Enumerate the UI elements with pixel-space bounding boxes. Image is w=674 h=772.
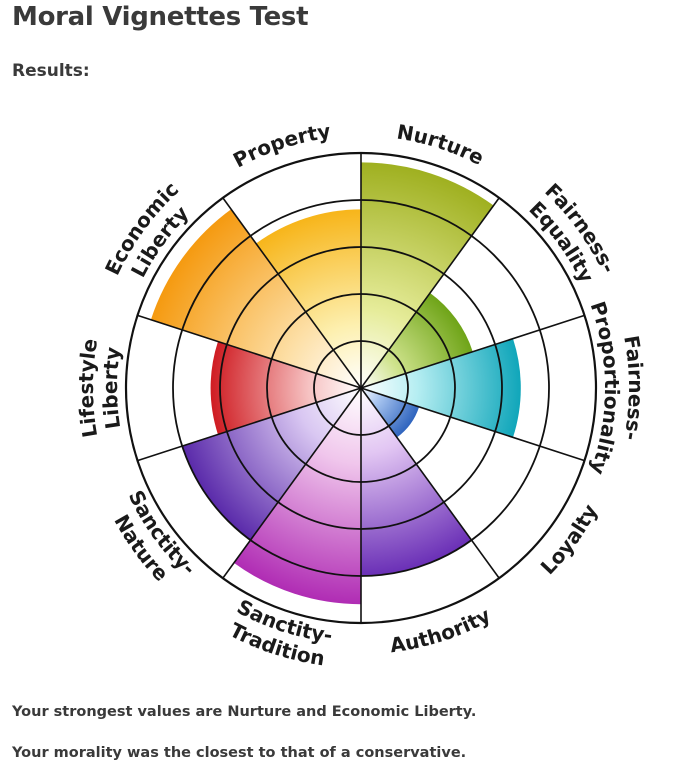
wedge-nurture	[361, 162, 494, 388]
label-authority: Authority	[388, 603, 494, 658]
grid-spoke-3	[360, 314, 585, 389]
grid-group	[124, 151, 598, 625]
label-loyalty: Loyalty	[536, 500, 603, 579]
wedge-fairness-equality	[361, 292, 473, 388]
grid-spoke-7	[222, 387, 362, 579]
wedge-authority	[361, 388, 472, 576]
wedge-lifestyle-liberty	[210, 341, 361, 435]
label-lifestyle-liberty-line-2: Liberty	[98, 346, 125, 431]
wedge-fairness-proportionality	[361, 338, 521, 438]
grid-spoke-8	[137, 387, 362, 462]
label-lifestyle-liberty-line-1: Lifestyle	[74, 337, 102, 439]
strongest-values-text: Your strongest values are Nurture and Ec…	[12, 704, 477, 720]
grid-spoke-2	[360, 197, 500, 389]
wedge-loyalty	[361, 388, 420, 438]
wedge-property	[256, 209, 361, 388]
label-nurture: Nurture	[395, 120, 488, 170]
wedge-group	[150, 162, 521, 605]
closest-morality-text: Your morality was the closest to that of…	[12, 745, 467, 761]
label-property: Property	[229, 119, 332, 173]
results-label: Results:	[12, 61, 90, 81]
grid-spoke-5	[360, 387, 500, 579]
grid-spoke-4	[360, 387, 585, 462]
grid-spoke-9	[137, 314, 362, 389]
label-fairness-proportionality-line-2: Proportionality	[586, 298, 624, 477]
wedge-sanctity-nature	[182, 388, 361, 541]
wedge-economic-liberty	[150, 209, 361, 388]
grid-spoke-10	[222, 197, 362, 389]
moral-wheel-chart: NurtureFairness-EqualityFairness-Proport…	[74, 119, 648, 671]
label-economic-liberty-line-1: Economic	[100, 177, 183, 279]
page-title: Moral Vignettes Test	[12, 2, 309, 32]
